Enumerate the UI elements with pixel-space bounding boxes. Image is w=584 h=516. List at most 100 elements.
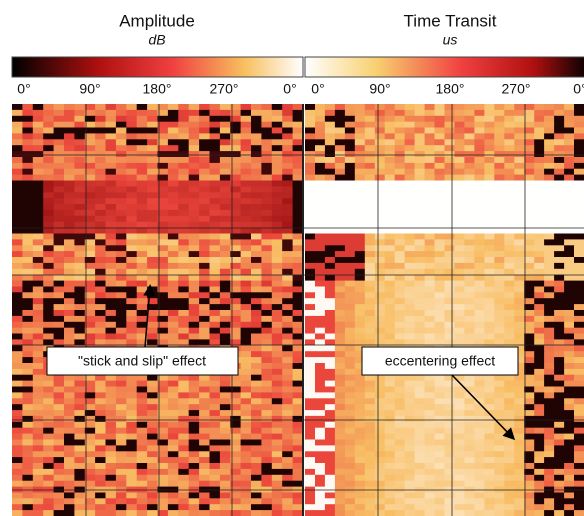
image-cell: [424, 321, 435, 329]
image-cell: [282, 451, 293, 458]
image-cell: [464, 104, 475, 111]
image-cell: [53, 333, 65, 340]
image-cell: [43, 315, 54, 323]
image-cell: [544, 357, 555, 364]
image-cell: [240, 310, 252, 317]
image-cell: [84, 374, 96, 381]
image-cell: [444, 468, 455, 476]
image-cell: [574, 204, 584, 211]
image-cell: [494, 304, 505, 311]
image-cell: [53, 151, 65, 158]
image-cell: [157, 133, 169, 140]
image-cell: [324, 474, 336, 482]
image-cell: [188, 204, 200, 211]
image-cell: [32, 415, 44, 423]
image-cell: [494, 227, 505, 234]
image-cell: [271, 427, 283, 434]
image-cell: [574, 315, 584, 323]
image-cell: [251, 510, 262, 516]
image-cell: [292, 510, 304, 516]
image-cell: [364, 310, 376, 317]
image-cell: [484, 157, 495, 164]
image-cell: [115, 209, 127, 217]
image-cell: [64, 463, 75, 470]
image-cell: [188, 327, 200, 334]
image-cell: [32, 351, 44, 358]
image-cell: [454, 298, 465, 305]
image-cell: [199, 415, 210, 423]
image-cell: [494, 480, 505, 487]
image-cell: [22, 157, 34, 164]
image-cell: [147, 315, 158, 323]
image-cell: [292, 410, 304, 417]
image-cell: [474, 451, 485, 458]
image-cell: [315, 127, 326, 134]
image-cell: [364, 245, 376, 252]
image-cell: [126, 204, 138, 211]
image-cell: [344, 457, 356, 464]
image-cell: [147, 427, 158, 434]
image-cell: [199, 245, 210, 252]
image-cell: [32, 333, 44, 340]
image-cell: [494, 115, 505, 123]
image-cell: [209, 186, 221, 193]
image-cell: [188, 274, 200, 281]
image-cell: [554, 427, 565, 434]
image-cell: [324, 351, 336, 358]
image-cell: [167, 421, 179, 429]
image-cell: [126, 227, 138, 234]
image-cell: [454, 468, 465, 476]
image-cell: [95, 168, 106, 175]
image-cell: [230, 104, 242, 111]
image-cell: [53, 286, 65, 293]
image-cell: [554, 339, 565, 346]
image-cell: [534, 363, 545, 370]
image-cell: [374, 227, 386, 234]
image-cell: [434, 492, 445, 499]
image-cell: [282, 339, 293, 346]
image-cell: [315, 186, 326, 193]
image-cell: [394, 463, 406, 470]
image-cell: [574, 321, 584, 329]
image-cell: [305, 174, 316, 181]
image-cell: [32, 204, 44, 211]
image-cell: [147, 333, 158, 340]
image-cell: [524, 145, 535, 152]
image-cell: [261, 233, 273, 240]
image-cell: [324, 392, 336, 399]
image-cell: [136, 204, 148, 211]
image-cell: [136, 380, 148, 387]
image-cell: [199, 180, 210, 187]
image-cell: [364, 298, 376, 305]
image-cell: [484, 145, 495, 152]
image-cell: [209, 310, 221, 317]
image-cell: [424, 327, 435, 334]
image-cell: [219, 251, 231, 258]
image-cell: [315, 233, 326, 240]
image-cell: [564, 304, 575, 311]
image-cell: [454, 133, 465, 140]
image-cell: [544, 404, 555, 411]
image-cell: [534, 463, 545, 470]
image-cell: [43, 304, 54, 311]
image-cell: [199, 286, 210, 293]
image-cell: [564, 186, 575, 193]
image-cell: [334, 115, 346, 123]
image-cell: [178, 298, 190, 305]
image-cell: [240, 286, 252, 293]
image-cell: [219, 274, 231, 281]
image-cell: [514, 368, 525, 376]
image-cell: [32, 209, 44, 217]
image-cell: [251, 274, 262, 281]
image-cell: [292, 357, 304, 364]
image-cell: [95, 121, 106, 128]
image-cell: [22, 151, 34, 158]
image-cell: [444, 251, 455, 258]
image-cell: [504, 398, 515, 405]
image-cell: [292, 233, 304, 240]
image-cell: [384, 109, 396, 117]
image-cell: [167, 221, 179, 228]
image-cell: [434, 168, 445, 175]
image-cell: [251, 321, 262, 329]
image-cell: [251, 463, 262, 470]
